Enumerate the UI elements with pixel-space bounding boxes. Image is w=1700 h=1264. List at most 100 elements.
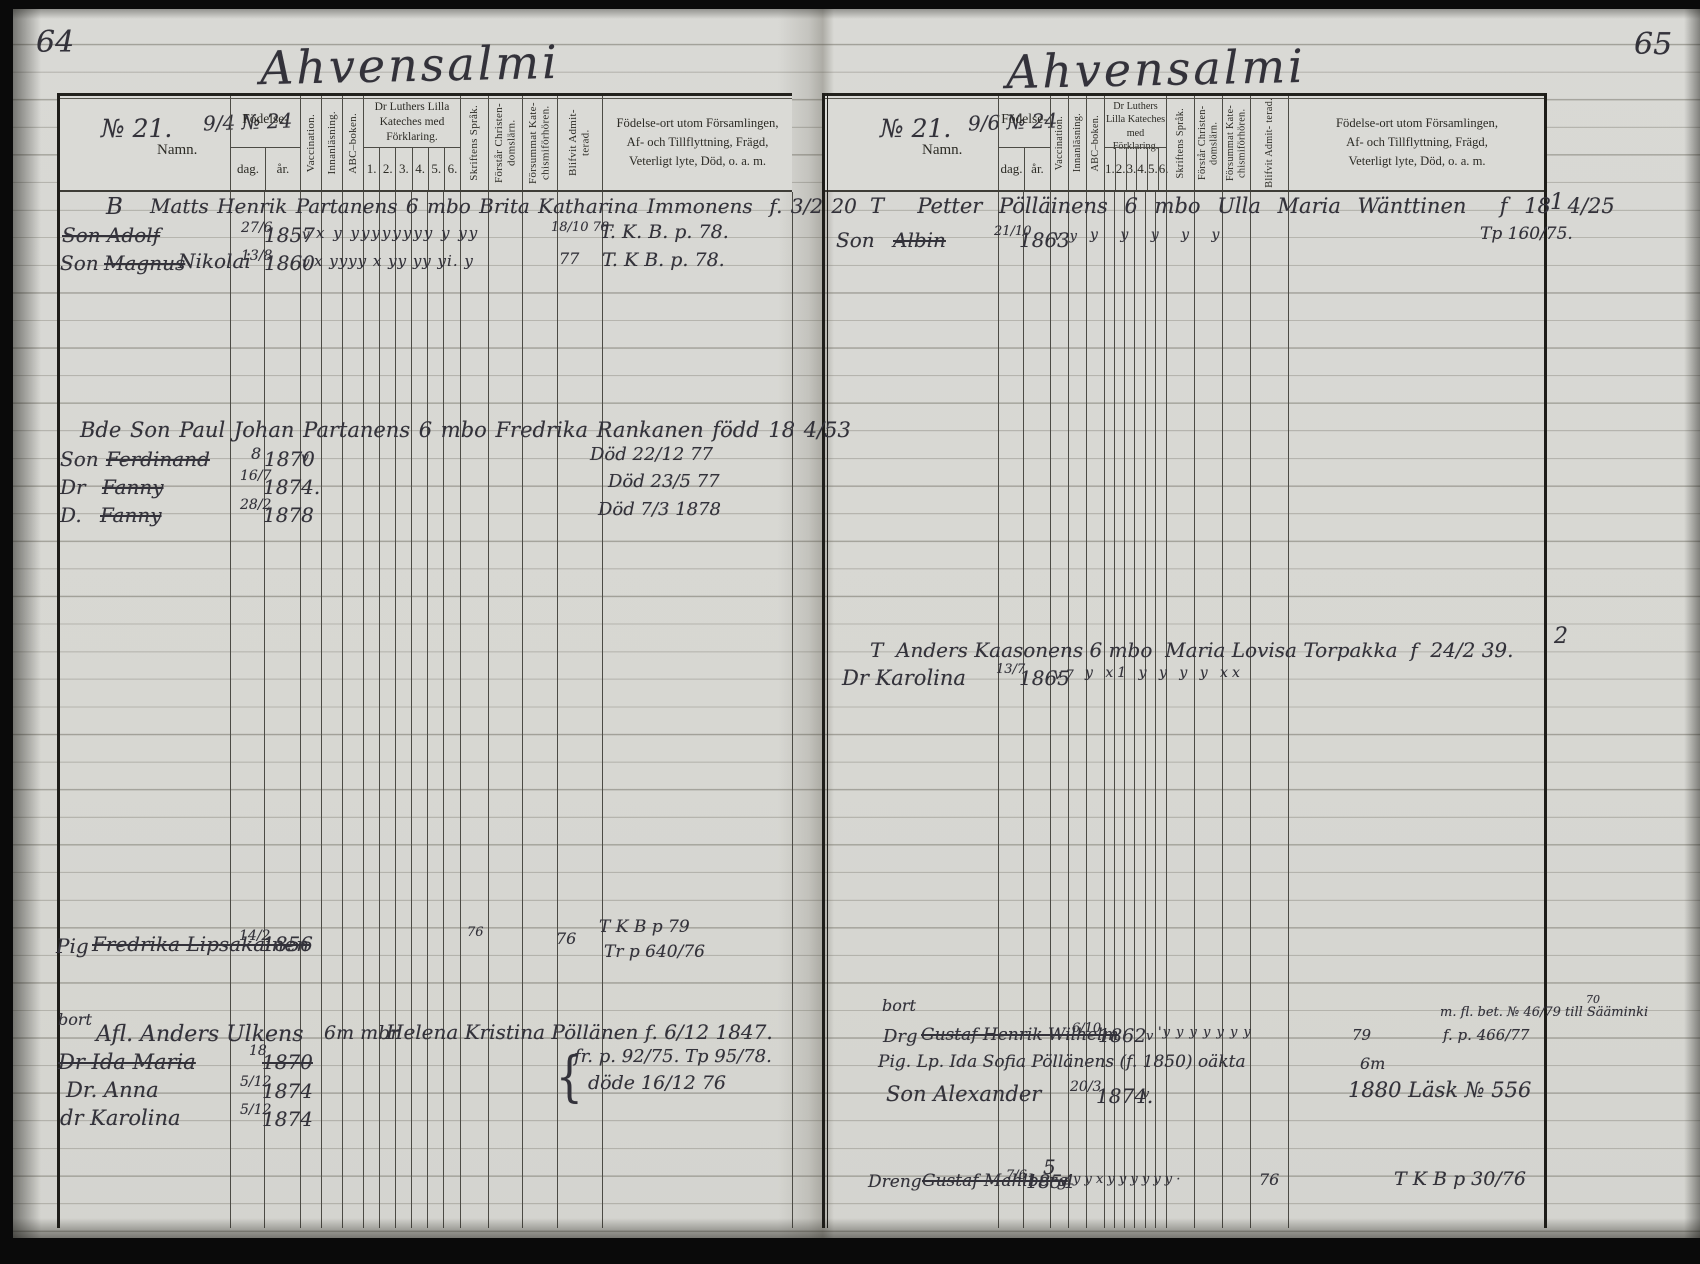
- table-column-line: [1194, 192, 1195, 1228]
- handwritten-text: 21/10: [994, 224, 1032, 239]
- table-column-line: [1068, 192, 1069, 1228]
- katekes-col-4: 4.: [411, 148, 428, 190]
- column-header-blifvit-admitterad: Blifvit Admit- terad.: [1250, 96, 1288, 190]
- table-column-line: [395, 192, 396, 1228]
- handwritten-text: 6/10: [1072, 1021, 1102, 1036]
- blifvit-label: Blifvit Admit- terad.: [1263, 98, 1275, 188]
- column-header-blifvit-admitterad: Blifvit Admit- terad.: [557, 96, 602, 190]
- katekes-label: Dr Luthers Lilla Kateches med Förklaring…: [1105, 101, 1166, 152]
- scan-edge-top: [0, 0, 1700, 9]
- forsummat-label: Försummat Kate- chismiförhören.: [527, 102, 552, 184]
- handwritten-text: 70: [1586, 993, 1600, 1006]
- table-column-line: [1023, 192, 1024, 1228]
- handwritten-text: Pig. Lp. Ida Sofia Pöllänens (f. 1850) o…: [878, 1052, 1246, 1072]
- handwritten-text: Dreng: [868, 1172, 922, 1192]
- handwritten-text: Dr: [60, 475, 86, 499]
- abc-boken-label: ABC–boken.: [1089, 114, 1101, 172]
- table-column-line: [822, 93, 825, 1228]
- handwritten-text: 65: [1634, 27, 1673, 62]
- handwritten-text: 1865: [1019, 666, 1070, 690]
- handwritten-text: 1: [1550, 190, 1564, 215]
- handwritten-text: 1863: [1019, 228, 1070, 252]
- handwritten-text: 5/12: [240, 1074, 272, 1090]
- handwritten-text: Ahvensalmi: [1005, 38, 1307, 100]
- table-column-line: [57, 93, 60, 1228]
- handwritten-text: m. fl. bet. № 46/79 till Sääminki: [1440, 1005, 1649, 1020]
- handwritten-text: T K B p 30/76: [1394, 1168, 1526, 1190]
- handwritten-text: 1874: [262, 1079, 313, 1103]
- handwritten-text: 18/10 78.: [551, 220, 614, 235]
- handwritten-text: v: [301, 450, 309, 466]
- handwritten-text: Tp 160/75.: [1480, 224, 1573, 244]
- handwritten-text: 76: [1259, 1170, 1280, 1189]
- column-header-namn: № 21. Namn. 9/4 № 24: [57, 96, 293, 190]
- handwritten-text: 13/8: [241, 248, 273, 264]
- handwritten-text: 'y y y y y y y: [1158, 1025, 1252, 1040]
- table-column-line: [460, 192, 461, 1228]
- record-table-header-left: № 21. Namn. 9/4 № 24 Födelse- dag. år. V…: [57, 93, 792, 192]
- remarks-line-3: Veterligt lyte, Död, o. a. m.: [1348, 153, 1486, 168]
- column-header-katekes: Dr Luthers Lilla Kateches med Förklaring…: [363, 96, 460, 190]
- record-no: № 21.: [101, 114, 173, 143]
- handwritten-text: Gustaf Mahlberg: [922, 1171, 1068, 1191]
- table-column-line: [1104, 192, 1105, 1228]
- column-header-vaccination: Vaccination.: [1050, 96, 1068, 190]
- handwritten-text: Gustaf Henrik Wilhelm: [921, 1025, 1119, 1045]
- table-column-line: [792, 192, 793, 1228]
- abc-boken-label: ABC–boken.: [346, 112, 359, 174]
- handwritten-text: v: [1142, 1087, 1150, 1102]
- table-column-line: [363, 192, 364, 1228]
- handwritten-text: 1874: [262, 1107, 313, 1131]
- handwritten-text: bort: [58, 1010, 92, 1029]
- katekes-col-2: 2.: [379, 148, 395, 190]
- vaccination-label: Vaccination.: [1053, 115, 1065, 171]
- handwritten-text: T K B p 79: [599, 917, 690, 937]
- table-column-line: [342, 192, 343, 1228]
- table-column-line: [1250, 192, 1251, 1228]
- innanlasning-label: Innanläsning.: [325, 111, 338, 175]
- katekes-col-5: 5.: [427, 148, 444, 190]
- handwritten-text: v 7: [1054, 668, 1074, 683]
- vaccination-label: Vaccination.: [304, 113, 317, 173]
- dag-label: dag.: [1000, 161, 1023, 176]
- column-header-forstar: Förstår Christen- domslärn.: [488, 96, 522, 190]
- remarks-line-1: Födelse-ort utom Församlingen,: [616, 116, 779, 131]
- katekes-col-3: 3.: [395, 148, 411, 190]
- table-column-line: [427, 192, 428, 1228]
- handwritten-text: x y yyyyyyyy y yy: [316, 224, 480, 242]
- innanlasning-label: Innanläsning.: [1071, 113, 1083, 173]
- handwritten-text: dr Karolina: [60, 1106, 181, 1130]
- handwritten-text: döde 16/12 76: [588, 1072, 727, 1094]
- handwritten-text: Nikolai: [178, 249, 251, 273]
- record-table-header-right: № 21. Namn. 9/6 № 24 Födelse- dag. år. V…: [822, 93, 1545, 192]
- forstar-label: Förstår Christen- domslärn.: [492, 103, 518, 183]
- table-column-line: [1544, 93, 1547, 1228]
- table-column-line: [264, 192, 265, 1228]
- handwritten-text: 1874.: [263, 475, 321, 499]
- namn-label: Namn.: [157, 142, 198, 158]
- dag-label: dag.: [236, 161, 260, 176]
- scan-edge-left: [0, 0, 13, 1264]
- handwritten-text: Tr p 640/76: [604, 942, 705, 962]
- katekes-col-6: 6.: [443, 148, 460, 190]
- table-column-line: [1222, 192, 1223, 1228]
- record-no: № 21.: [880, 114, 952, 143]
- ar-label: år.: [265, 148, 300, 190]
- blifvit-label: Blifvit Admit- terad.: [567, 109, 592, 177]
- handwritten-text: Pig: [56, 934, 89, 958]
- table-column-line: [827, 93, 828, 1228]
- handwritten-text: Drg: [883, 1026, 918, 1047]
- handwritten-text: 79: [1352, 1026, 1372, 1044]
- column-header-vaccination: Vaccination.: [300, 96, 321, 190]
- fodelse-label: Födelse-: [242, 111, 289, 126]
- handwritten-text: Afl. Anders Ulkens: [96, 1022, 304, 1047]
- handwritten-text: 14/2: [239, 928, 271, 944]
- column-header-fodelse: Födelse- dag. år.: [230, 96, 300, 190]
- skriftens-sprak-label: Skriftens Språk.: [1174, 107, 1186, 179]
- table-column-line: [321, 192, 322, 1228]
- handwritten-text: D.: [60, 503, 82, 527]
- fodelse-label: Födelse-: [1001, 111, 1048, 126]
- handwritten-text: 1878: [263, 503, 314, 527]
- handwritten-text: 8: [251, 444, 262, 463]
- handwritten-text: 28/2: [240, 497, 272, 513]
